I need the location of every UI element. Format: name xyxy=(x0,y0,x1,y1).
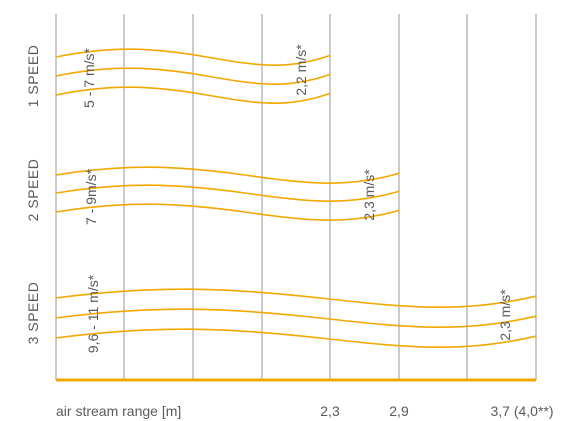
air-stream-line xyxy=(55,328,537,349)
speed-label: 1 SPEED xyxy=(25,45,41,108)
end-velocity-label: 2,3 m/s* xyxy=(497,289,513,341)
x-tick-label: 2,3 xyxy=(320,403,340,419)
end-velocity-label: 2,2 m/s* xyxy=(293,44,309,96)
speed-label: 2 SPEED xyxy=(25,159,41,222)
speed-label: 3 SPEED xyxy=(25,282,41,345)
air-stream-line xyxy=(55,48,331,66)
air-stream-waves xyxy=(55,48,537,349)
x-tick-label: 2,9 xyxy=(389,403,409,419)
air-stream-line xyxy=(55,203,400,221)
air-stream-line xyxy=(55,166,400,184)
end-velocity-label: 2,3 m/s* xyxy=(361,169,377,221)
air-stream-line xyxy=(55,288,537,309)
start-velocity-label: 7 - 9m/s* xyxy=(83,168,99,225)
x-axis-label: air stream range [m] xyxy=(56,403,181,419)
x-tick-label: 3,7 (4,0**) xyxy=(490,403,553,419)
air-stream-line xyxy=(55,308,537,329)
air-stream-line xyxy=(55,86,331,104)
air-stream-line xyxy=(55,67,331,85)
start-velocity-label: 9,6 - 11 m/s* xyxy=(85,274,101,353)
air-stream-line xyxy=(55,184,400,202)
start-velocity-label: 5 - 7 m/s* xyxy=(81,47,97,107)
chart-labels: 1 SPEED 5 - 7 m/s* 2,2 m/s* 2 SPEED 7 - 9m/s… xyxy=(25,44,554,419)
